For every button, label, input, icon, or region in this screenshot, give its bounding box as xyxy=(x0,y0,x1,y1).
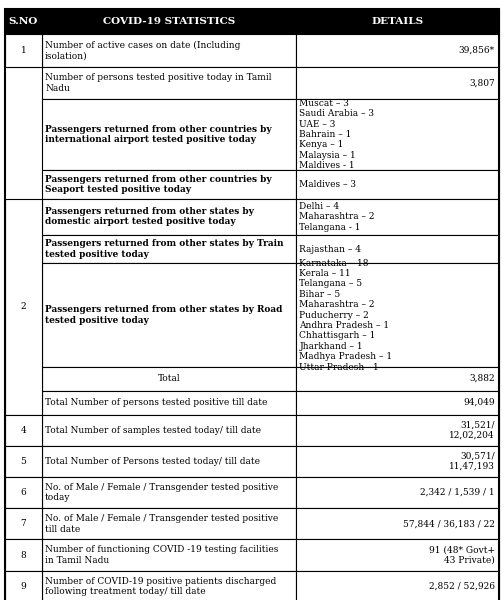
Bar xyxy=(42,391,296,415)
Text: Delhi – 4
Maharashtra – 2
Telangana - 1: Delhi – 4 Maharashtra – 2 Telangana - 1 xyxy=(299,202,375,232)
Text: 1: 1 xyxy=(21,46,26,55)
Text: Number of active cases on date (Including
isolation): Number of active cases on date (Includin… xyxy=(45,41,240,60)
Bar xyxy=(42,199,296,235)
Text: Total Number of Persons tested today/ till date: Total Number of Persons tested today/ ti… xyxy=(45,457,260,466)
Text: 2,852 / 52,926: 2,852 / 52,926 xyxy=(429,582,495,591)
Bar xyxy=(5,477,42,508)
Bar xyxy=(5,34,42,67)
Bar xyxy=(42,9,296,34)
Text: 39,856*: 39,856* xyxy=(459,46,495,55)
Bar xyxy=(296,9,499,34)
Text: Total Number of persons tested positive till date: Total Number of persons tested positive … xyxy=(45,398,268,407)
Text: 4: 4 xyxy=(21,426,26,435)
Text: 57,844 / 36,183 / 22: 57,844 / 36,183 / 22 xyxy=(403,520,495,529)
Bar xyxy=(5,199,42,415)
Text: 7: 7 xyxy=(21,520,26,529)
Text: Passengers returned from other states by Train
tested positive today: Passengers returned from other states by… xyxy=(45,239,284,259)
Bar xyxy=(42,415,296,446)
Text: 8: 8 xyxy=(21,551,26,560)
Bar xyxy=(42,67,296,99)
Text: 9: 9 xyxy=(21,582,26,591)
Bar xyxy=(296,34,499,67)
Bar xyxy=(42,263,296,367)
Text: Muscat – 3
Saudi Arabia – 3
UAE – 3
Bahrain – 1
Kenya – 1
Malaysia – 1
Maldives : Muscat – 3 Saudi Arabia – 3 UAE – 3 Bahr… xyxy=(299,99,374,170)
Bar xyxy=(42,571,296,600)
Bar xyxy=(5,508,42,539)
Text: 30,571/
11,47,193: 30,571/ 11,47,193 xyxy=(449,452,495,471)
Bar xyxy=(296,199,499,235)
Text: S.NO: S.NO xyxy=(9,17,38,26)
Text: 6: 6 xyxy=(21,488,26,497)
Text: DETAILS: DETAILS xyxy=(371,17,424,26)
Bar xyxy=(42,99,296,170)
Text: 5: 5 xyxy=(21,457,27,466)
Text: Total Number of samples tested today/ till date: Total Number of samples tested today/ ti… xyxy=(45,426,261,435)
Text: Passengers returned from other states by Road
tested positive today: Passengers returned from other states by… xyxy=(45,305,282,325)
Text: Rajasthan – 4: Rajasthan – 4 xyxy=(299,245,361,254)
Bar xyxy=(42,34,296,67)
Text: 91 (48* Govt+
43 Private): 91 (48* Govt+ 43 Private) xyxy=(429,545,495,565)
Text: Total: Total xyxy=(158,374,180,383)
Bar xyxy=(296,263,499,367)
Text: 3,807: 3,807 xyxy=(469,79,495,88)
Bar xyxy=(5,539,42,571)
Bar xyxy=(42,477,296,508)
Bar xyxy=(296,571,499,600)
Text: No. of Male / Female / Transgender tested positive
today: No. of Male / Female / Transgender teste… xyxy=(45,483,278,502)
Bar xyxy=(296,539,499,571)
Text: 2: 2 xyxy=(21,302,26,311)
Bar xyxy=(296,235,499,263)
Text: Passengers returned from other states by
domestic airport tested positive today: Passengers returned from other states by… xyxy=(45,207,254,226)
Bar xyxy=(42,508,296,539)
Text: Maldives – 3: Maldives – 3 xyxy=(299,180,356,189)
Bar xyxy=(296,446,499,477)
Text: Number of persons tested positive today in Tamil
Nadu: Number of persons tested positive today … xyxy=(45,73,272,92)
Text: Passengers returned from other countries by
Seaport tested positive today: Passengers returned from other countries… xyxy=(45,175,272,194)
Bar xyxy=(296,67,499,99)
Bar xyxy=(296,170,499,199)
Bar xyxy=(296,99,499,170)
Bar xyxy=(296,508,499,539)
Bar xyxy=(42,235,296,263)
Bar xyxy=(296,415,499,446)
Bar xyxy=(5,415,42,446)
Bar xyxy=(296,391,499,415)
Bar xyxy=(296,367,499,391)
Bar xyxy=(5,9,42,34)
Text: 31,521/
12,02,204: 31,521/ 12,02,204 xyxy=(449,421,495,440)
Bar xyxy=(42,367,296,391)
Bar xyxy=(42,446,296,477)
Text: 94,049: 94,049 xyxy=(463,398,495,407)
Bar xyxy=(42,539,296,571)
Text: 2,342 / 1,539 / 1: 2,342 / 1,539 / 1 xyxy=(420,488,495,497)
Text: Passengers returned from other countries by
international airport tested positiv: Passengers returned from other countries… xyxy=(45,125,272,144)
Bar xyxy=(5,571,42,600)
Text: Number of COVID-19 positive patients discharged
following treatment today/ till : Number of COVID-19 positive patients dis… xyxy=(45,577,276,596)
Text: Karnataka – 18
Kerala – 11
Telangana – 5
Bihar – 5
Maharashtra – 2
Puducherry – : Karnataka – 18 Kerala – 11 Telangana – 5… xyxy=(299,259,393,371)
Text: COVID-19 STATISTICS: COVID-19 STATISTICS xyxy=(103,17,235,26)
Text: Number of functioning COVID -19 testing facilities
in Tamil Nadu: Number of functioning COVID -19 testing … xyxy=(45,545,279,565)
Bar xyxy=(296,477,499,508)
Text: No. of Male / Female / Transgender tested positive
till date: No. of Male / Female / Transgender teste… xyxy=(45,514,278,533)
Bar xyxy=(42,170,296,199)
Bar xyxy=(5,446,42,477)
Text: 3,882: 3,882 xyxy=(469,374,495,383)
